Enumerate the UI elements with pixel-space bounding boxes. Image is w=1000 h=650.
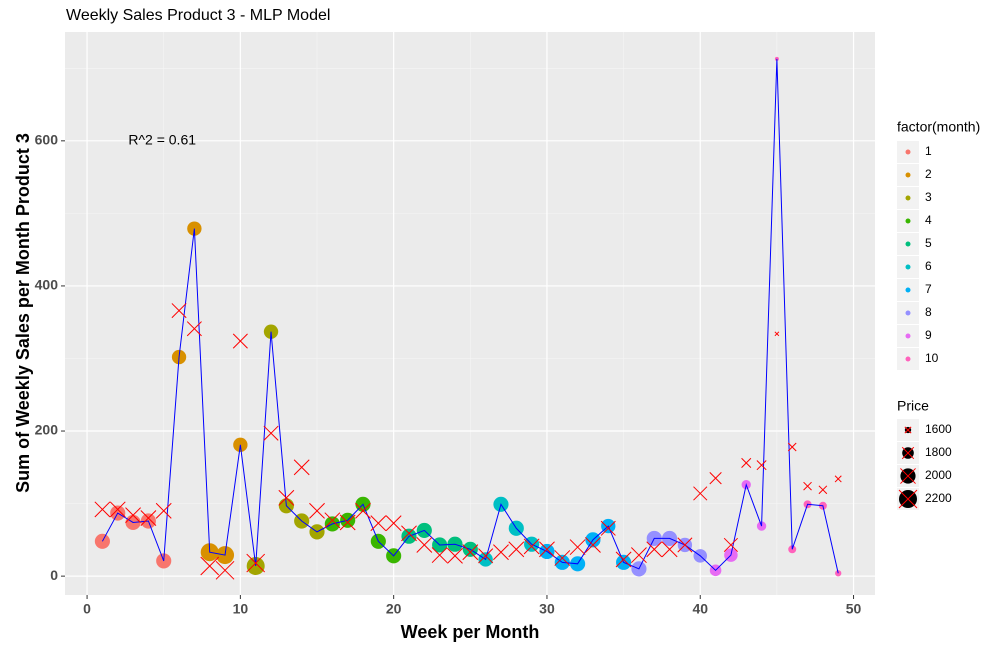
x-tick-label: 0 (83, 601, 91, 617)
predicted-marker (125, 507, 141, 524)
legend-swatch (905, 264, 911, 270)
legend-size-cross (901, 446, 915, 460)
predicted-marker (585, 537, 601, 553)
predicted-marker (646, 541, 663, 558)
predicted-marker (339, 514, 356, 531)
line (101, 58, 839, 574)
legend-swatch (905, 149, 911, 155)
x-tick-label: 10 (233, 601, 249, 617)
predicted-marker (431, 547, 448, 564)
predicted-marker (324, 512, 341, 529)
chart-title: Weekly Sales Product 3 - MLP Model (66, 7, 330, 24)
predicted-marker (554, 550, 571, 566)
predicted-marker (539, 541, 555, 558)
legend-label: 9 (925, 328, 932, 342)
y-tick-label: 0 (50, 567, 58, 583)
x-tick-label: 30 (539, 601, 555, 617)
y-tick-label: 400 (35, 277, 59, 293)
legend-label: 2000 (925, 468, 952, 482)
legend-swatch (905, 356, 911, 362)
predicted-marker (263, 425, 279, 441)
predicted-marker (723, 537, 739, 553)
legend-label: 6 (925, 259, 932, 273)
annotation: R^2 = 0.61 (128, 132, 196, 148)
legend-title: Price (897, 398, 929, 414)
predicted-marker (278, 489, 295, 506)
predicted-marker (385, 515, 402, 532)
predicted-marker (834, 475, 842, 483)
predicted-marker (493, 544, 509, 561)
legend-label: 7 (925, 282, 932, 296)
legend-swatch (905, 333, 911, 339)
legend-size-cross (900, 468, 916, 484)
predicted-marker (818, 485, 828, 495)
legend-label: 1600 (925, 422, 952, 436)
marks: R^2 = 0.61 (94, 56, 842, 580)
y-axis-title: Sum of Weekly Sales per Month Product 3 (13, 133, 33, 493)
predicted-marker (232, 333, 248, 349)
predicted-marker (416, 537, 433, 553)
panel (65, 32, 875, 595)
y-tick-label: 600 (35, 132, 59, 148)
predicted-marker (741, 457, 752, 468)
predicted-marker (803, 481, 812, 491)
predicted-marker (756, 460, 767, 471)
predicted-marker (200, 556, 220, 576)
predicted-marker (401, 525, 417, 542)
legend-label: 2200 (925, 491, 952, 505)
legend-swatch (905, 287, 911, 293)
predicted-marker (661, 541, 678, 558)
legend-size-cross (904, 426, 912, 434)
predicted-marker (140, 510, 157, 527)
predicted-marker (787, 442, 797, 452)
predicted-marker (478, 548, 494, 564)
predicted-marker (215, 560, 235, 580)
legend-label: 1800 (925, 445, 952, 459)
predicted-marker (447, 547, 463, 564)
predicted-marker (293, 459, 310, 476)
legend-label: 3 (925, 190, 932, 204)
legend-label: 8 (925, 305, 932, 319)
predicted-marker (508, 541, 525, 558)
predicted-marker (171, 303, 187, 319)
predicted-marker (246, 553, 266, 573)
predicted-marker (709, 472, 722, 485)
predicted-marker (370, 515, 387, 532)
legend-swatch (905, 195, 911, 201)
legend-label: 5 (925, 236, 932, 250)
predicted-marker (462, 544, 479, 561)
predicted-marker (186, 321, 202, 337)
x-tick-label: 20 (386, 601, 402, 617)
legend-swatch (905, 218, 911, 224)
predicted-marker (523, 538, 540, 555)
predicted-marker (309, 502, 325, 519)
predicted-marker (615, 551, 632, 568)
predicted-marker (693, 486, 708, 501)
x-axis-title: Week per Month (401, 622, 540, 642)
predicted-marker (677, 537, 693, 553)
predicted-marker (569, 539, 586, 556)
legend-swatch (905, 172, 911, 178)
y-tick-label: 200 (35, 422, 59, 438)
predicted-marker (355, 502, 371, 519)
legend-label: 4 (925, 213, 932, 227)
legend-swatch (905, 310, 911, 316)
predicted-marker (155, 502, 172, 519)
legend-size-cross (898, 489, 918, 509)
grid: 0 10 20 30 40 50 0 200 400 600 (35, 32, 875, 617)
predicted-marker (94, 501, 111, 518)
legend-label: 2 (925, 167, 932, 181)
predicted-marker (774, 331, 780, 337)
legend-swatch (905, 241, 911, 247)
x-tick-label: 40 (692, 601, 708, 617)
x-tick-label: 50 (846, 601, 862, 617)
legend: factor(month) 1 2 3 4 5 6 7 8 9 10 Price 1600 1800 200… (897, 119, 980, 510)
legend-label: 10 (925, 351, 939, 365)
legend-label: 1 (925, 144, 932, 158)
predicted-marker (600, 520, 616, 536)
legend-title: factor(month) (897, 119, 980, 135)
predicted-marker (109, 501, 126, 518)
predicted-marker (631, 547, 647, 564)
